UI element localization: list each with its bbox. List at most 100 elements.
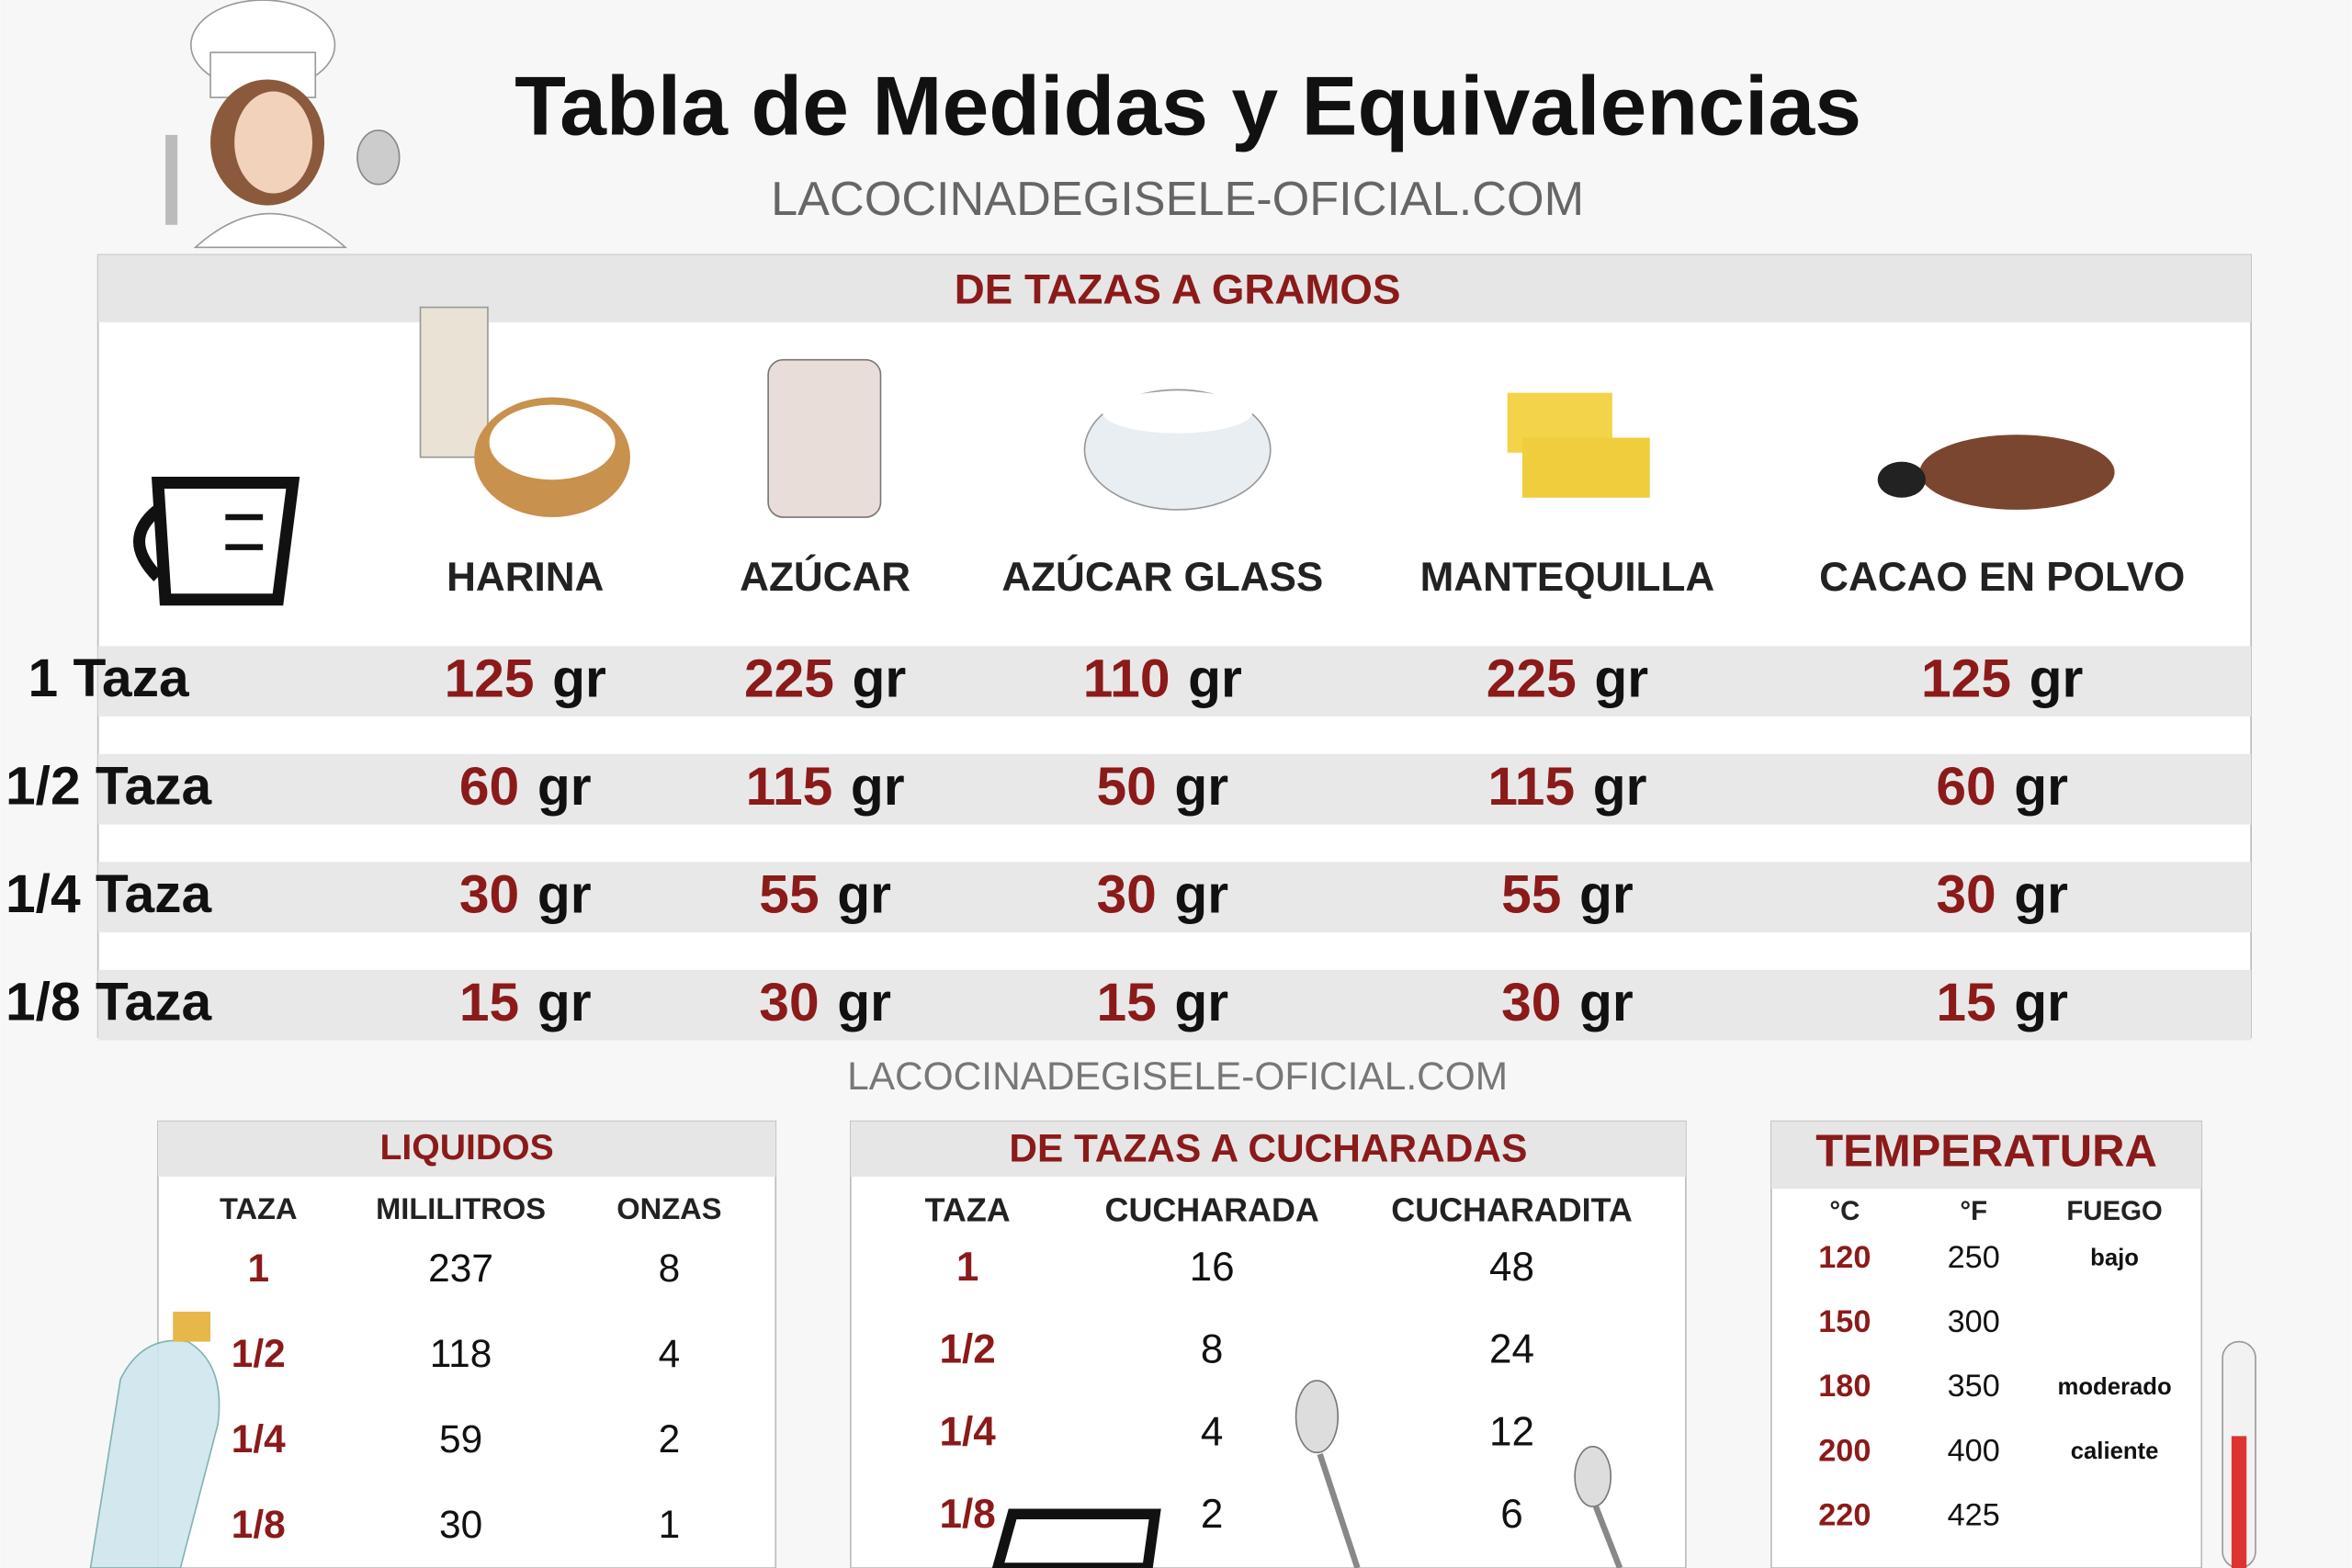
cell: 55 gr xyxy=(759,864,891,924)
cell: 180 xyxy=(1818,1369,1871,1404)
cell-unit: gr xyxy=(1174,757,1228,817)
cell-unit: gr xyxy=(2014,864,2068,924)
cell: 2 xyxy=(1201,1492,1223,1537)
cell-unit: gr xyxy=(1174,973,1228,1032)
cell: 1/8 xyxy=(232,1503,286,1546)
cell: 220 xyxy=(1818,1498,1871,1533)
cell-value: 225 xyxy=(1487,649,1577,708)
cell: 125 gr xyxy=(445,649,606,708)
cell-unit: gr xyxy=(552,649,606,708)
cell: 1/4 xyxy=(232,1417,286,1461)
column-header: MILILITROS xyxy=(376,1191,546,1225)
cell: 125 gr xyxy=(1921,649,2083,708)
cell-unit: gr xyxy=(1579,973,1634,1032)
cell: 1/2 xyxy=(940,1327,996,1372)
liquidos-title: LIQUIDOS xyxy=(379,1128,553,1168)
cell: 237 xyxy=(428,1247,493,1290)
cell: 110 gr xyxy=(1083,649,1242,708)
cell-value: 125 xyxy=(1921,649,2011,708)
cell: 225 gr xyxy=(1487,649,1648,708)
cell: 16 xyxy=(1190,1245,1235,1290)
row-band xyxy=(97,862,2252,933)
cell: moderado xyxy=(2057,1374,2171,1400)
cell: 12 xyxy=(1489,1409,1534,1454)
website: LACOCINADEGISELE-OFICIAL.COM xyxy=(771,173,1584,226)
cell: 30 gr xyxy=(1096,864,1228,924)
cell-value: 30 xyxy=(1501,973,1561,1032)
cell-unit: gr xyxy=(851,757,905,817)
column-header: °C xyxy=(1829,1196,1860,1226)
cell-value: 30 xyxy=(1936,864,1996,924)
column-header: FUEGO xyxy=(2066,1196,2162,1226)
cucharadas-title: DE TAZAS A CUCHARADAS xyxy=(1009,1127,1527,1170)
cell-value: 30 xyxy=(1096,864,1156,924)
cell-value: 60 xyxy=(459,757,519,817)
cell-unit: gr xyxy=(853,649,907,708)
cell: 1 xyxy=(659,1503,681,1546)
cell: 1/2 xyxy=(232,1332,286,1375)
row-band xyxy=(97,753,2252,825)
cell: bajo xyxy=(2090,1246,2139,1271)
column-header: MANTEQUILLA xyxy=(1420,555,1715,600)
ingredient-images xyxy=(419,306,2115,518)
cell: 6 xyxy=(1500,1492,1523,1537)
cell: 8 xyxy=(659,1247,681,1290)
cucharadas-header-band xyxy=(850,1121,1686,1178)
cell: 120 xyxy=(1818,1240,1871,1275)
cell: 115 gr xyxy=(1487,757,1646,817)
cell: 48 xyxy=(1489,1245,1534,1290)
cell-unit: gr xyxy=(2030,649,2084,708)
cell: 350 xyxy=(1948,1369,2000,1404)
cell-unit: gr xyxy=(537,864,592,924)
decor-illustrations xyxy=(89,1311,2256,1568)
cell-unit: gr xyxy=(837,973,891,1032)
cell: 15 gr xyxy=(459,973,592,1032)
cell: 425 xyxy=(1948,1498,2000,1533)
cell: 1/4 xyxy=(940,1409,997,1454)
cell-unit: gr xyxy=(2014,973,2068,1032)
temperatura-panel xyxy=(1770,1120,2203,1568)
column-header: CACAO EN POLVO xyxy=(1819,555,2185,600)
watermark: LACOCINADEGISELE-OFICIAL.COM xyxy=(847,1055,1508,1098)
cell-value: 50 xyxy=(1096,757,1156,817)
cell: 225 gr xyxy=(744,649,906,708)
cell: 15 gr xyxy=(1936,973,2068,1032)
row-band xyxy=(97,969,2252,1041)
measuring-cup-icon xyxy=(133,476,300,606)
title: Tabla de Medidas y Equivalencias xyxy=(514,60,1861,153)
cell: 50 gr xyxy=(1096,757,1228,817)
cell-value: 15 xyxy=(1096,973,1156,1032)
cell: 1/8 xyxy=(940,1492,996,1537)
cell: 4 xyxy=(1201,1409,1223,1454)
cell-value: 55 xyxy=(1501,864,1561,924)
cell-value: 15 xyxy=(1936,973,1996,1032)
liquidos-header-band xyxy=(157,1121,776,1178)
cell: 200 xyxy=(1818,1433,1871,1468)
cell-unit: gr xyxy=(537,757,592,817)
cell: 4 xyxy=(659,1332,681,1375)
cell: 150 xyxy=(1818,1304,1871,1339)
cell: 1 xyxy=(956,1245,979,1290)
cell-value: 55 xyxy=(759,864,819,924)
row-label: 1/8 Taza xyxy=(6,973,213,1032)
row-label: 1 Taza xyxy=(28,649,190,708)
cell-value: 60 xyxy=(1936,757,1996,817)
column-header: CUCHARADA xyxy=(1105,1192,1319,1229)
cell-value: 225 xyxy=(744,649,834,708)
cell: 8 xyxy=(1201,1327,1223,1372)
cell-value: 115 xyxy=(1487,757,1575,817)
cell-unit: gr xyxy=(2014,757,2068,817)
column-header: TAZA xyxy=(220,1191,298,1225)
cell: 400 xyxy=(1948,1433,2000,1468)
cell: 59 xyxy=(439,1417,482,1461)
column-header: HARINA xyxy=(447,555,604,600)
row-label: 1/2 Taza xyxy=(6,757,213,817)
cell: 24 xyxy=(1489,1327,1534,1372)
column-header: ONZAS xyxy=(616,1191,721,1225)
cell-value: 30 xyxy=(459,864,519,924)
cell-unit: gr xyxy=(1594,649,1648,708)
cell: 2 xyxy=(659,1417,681,1461)
cell: 55 gr xyxy=(1501,864,1634,924)
cell: 30 xyxy=(439,1503,482,1546)
